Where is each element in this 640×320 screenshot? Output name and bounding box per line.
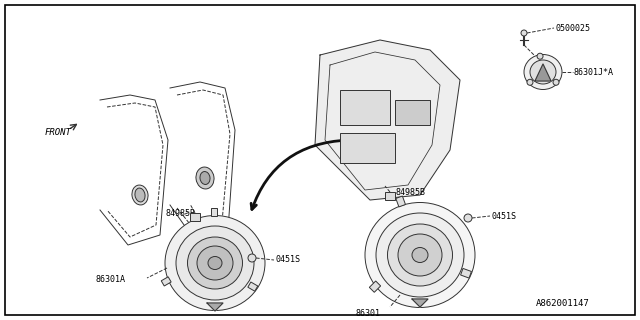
Ellipse shape	[398, 234, 442, 276]
Ellipse shape	[176, 226, 254, 300]
Bar	[161, 277, 171, 286]
Bar	[248, 282, 258, 291]
Text: A862001147: A862001147	[536, 299, 590, 308]
Text: 86301: 86301	[355, 308, 380, 317]
Ellipse shape	[197, 246, 233, 280]
Bar	[211, 208, 217, 216]
Circle shape	[521, 30, 527, 36]
Circle shape	[527, 79, 533, 85]
Ellipse shape	[196, 167, 214, 189]
Circle shape	[464, 214, 472, 222]
Ellipse shape	[412, 247, 428, 262]
Bar	[396, 196, 406, 207]
Ellipse shape	[200, 172, 210, 184]
Ellipse shape	[530, 60, 556, 84]
Polygon shape	[412, 299, 428, 307]
Ellipse shape	[135, 188, 145, 202]
Ellipse shape	[208, 257, 222, 269]
Circle shape	[248, 254, 256, 262]
Ellipse shape	[165, 215, 265, 310]
Polygon shape	[315, 40, 460, 200]
Bar	[369, 281, 381, 292]
Ellipse shape	[132, 185, 148, 205]
Ellipse shape	[365, 203, 475, 308]
Bar	[340, 90, 390, 125]
Text: 0451S: 0451S	[275, 255, 300, 265]
Circle shape	[553, 79, 559, 85]
Text: 84985B: 84985B	[395, 188, 425, 196]
Text: 86301J*A: 86301J*A	[574, 68, 614, 76]
Text: 0451S: 0451S	[491, 212, 516, 220]
Bar	[340, 133, 395, 163]
Text: 0500025: 0500025	[555, 23, 590, 33]
Text: 86301A: 86301A	[95, 276, 125, 284]
Polygon shape	[535, 64, 551, 81]
Bar	[461, 268, 472, 278]
Ellipse shape	[376, 213, 464, 297]
Ellipse shape	[188, 237, 243, 289]
Bar	[385, 192, 395, 200]
Text: 84985B: 84985B	[165, 209, 195, 218]
Bar	[190, 213, 200, 221]
Circle shape	[537, 53, 543, 59]
Text: FRONT: FRONT	[45, 127, 72, 137]
Polygon shape	[207, 303, 223, 311]
Ellipse shape	[387, 224, 452, 286]
Ellipse shape	[524, 54, 562, 90]
Bar	[395, 100, 430, 125]
